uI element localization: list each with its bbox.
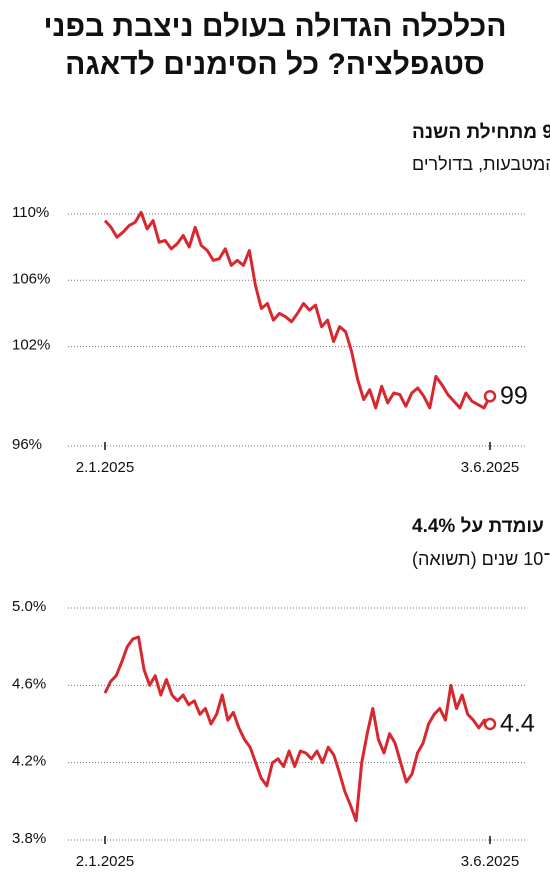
x-tick-label: 2.1.2025 xyxy=(76,853,134,870)
y-tick-label: 106% xyxy=(12,270,50,287)
y-tick-label: 110% xyxy=(12,204,49,221)
x-tick-label: 3.6.2025 xyxy=(461,459,519,476)
end-marker xyxy=(483,717,497,731)
line xyxy=(103,635,491,823)
line xyxy=(103,210,492,410)
y-tick-label: 4.2% xyxy=(12,753,46,770)
x-tick-label: 2.1.2025 xyxy=(76,459,134,476)
headline: הכלכלה הגדולה בעולם ניצבת בפני סטגפלציה?… xyxy=(43,10,507,81)
end-label: 4.4 xyxy=(500,710,535,738)
chart-subtitle: אג"ח ארה"ב ל־10 שנים (תשואה) xyxy=(412,549,550,569)
end-marker xyxy=(483,390,497,403)
x-tick-label: 3.6.2025 xyxy=(461,853,519,870)
chart-subtitle: ביחס לסל המטבעות, בדולרים xyxy=(412,154,550,174)
y-tick-label: 5.0% xyxy=(12,598,46,615)
y-tick-label: 4.6% xyxy=(12,675,46,692)
chart-title: ירדה ועלתה: תשואת אג"ח ל־10 שנים עומדת ע… xyxy=(412,516,550,537)
y-tick-label: 102% xyxy=(12,337,50,354)
end-label: 99 xyxy=(500,382,528,410)
chart-title: הדולר צנח ב־9% מתחילת השנה xyxy=(412,122,550,143)
y-tick-label: 3.8% xyxy=(12,830,46,847)
y-tick-label: 96% xyxy=(12,436,42,453)
